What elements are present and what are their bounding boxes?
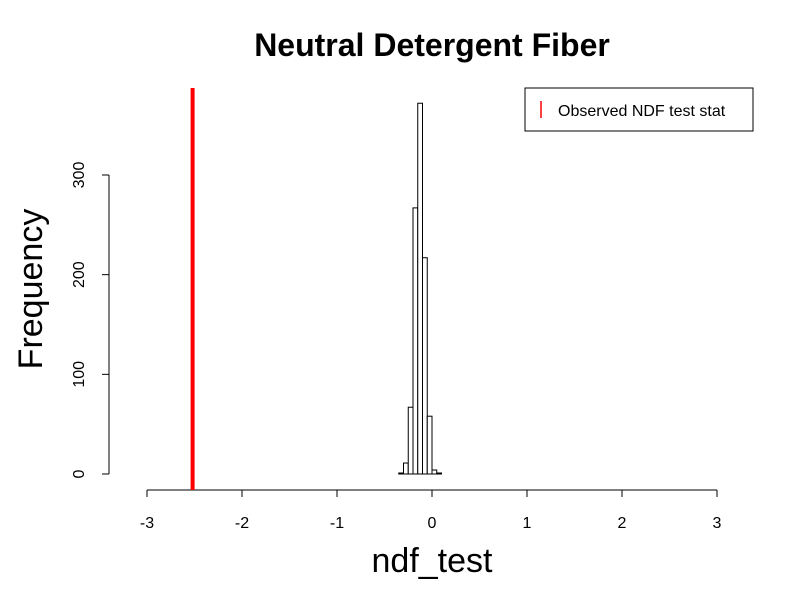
y-tick-label: 0 bbox=[71, 469, 88, 478]
y-axis: 0 100 200 300 bbox=[71, 162, 110, 478]
x-axis: -3 -2 -1 0 1 2 3 bbox=[140, 489, 722, 532]
histogram-bar bbox=[422, 257, 428, 475]
histogram-bars bbox=[398, 102, 442, 475]
x-tick-label: 3 bbox=[713, 515, 722, 532]
x-axis-label: ndf_test bbox=[372, 542, 494, 580]
y-axis-label: Frequency bbox=[12, 209, 50, 370]
histogram-bar bbox=[412, 207, 419, 475]
x-tick-label: 1 bbox=[523, 515, 532, 532]
y-tick-label: 100 bbox=[71, 361, 88, 388]
x-tick-label: 2 bbox=[618, 515, 627, 532]
histogram-bar bbox=[436, 472, 442, 475]
y-tick-label: 300 bbox=[71, 162, 88, 189]
x-tick-label: -3 bbox=[140, 515, 154, 532]
chart-title: Neutral Detergent Fiber bbox=[254, 27, 610, 63]
x-tick-label: -2 bbox=[235, 515, 249, 532]
histogram-bar bbox=[426, 415, 433, 475]
histogram-bar bbox=[398, 472, 404, 475]
histogram-bar bbox=[431, 469, 438, 475]
legend: Observed NDF test stat bbox=[524, 87, 754, 132]
legend-label: Observed NDF test stat bbox=[558, 103, 726, 120]
histogram-bar bbox=[403, 462, 409, 475]
x-tick-label: -1 bbox=[330, 515, 344, 532]
y-tick-label: 200 bbox=[71, 261, 88, 288]
histogram-bar bbox=[417, 102, 423, 475]
histogram-bar bbox=[407, 406, 414, 475]
legend-box bbox=[524, 87, 754, 132]
x-tick-label: 0 bbox=[428, 515, 437, 532]
